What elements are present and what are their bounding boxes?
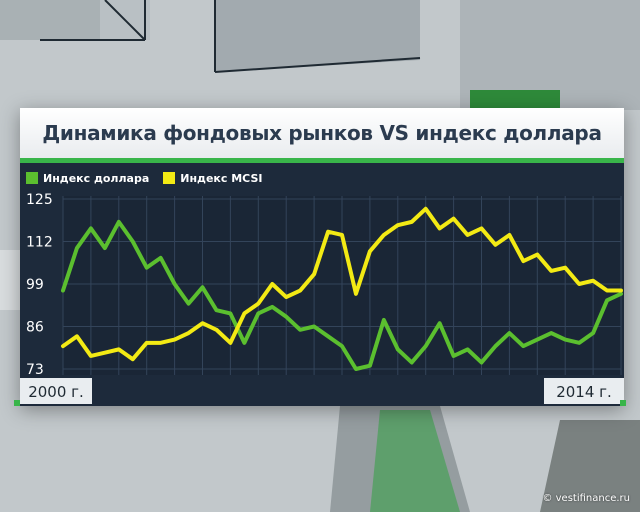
legend: Индекс доллара Индекс MCSI	[26, 169, 262, 187]
series-line-dollar-index	[61, 219, 623, 371]
y-tick-label: 73	[26, 362, 44, 378]
y-tick-label: 125	[26, 192, 53, 208]
y-tick-label: 112	[26, 235, 53, 251]
legend-label-dollar: Индекс доллара	[43, 171, 150, 185]
legend-swatch-msci	[163, 172, 176, 184]
line-chart: 125 112 99 86 73 2000 г. 2014 г.	[20, 192, 624, 404]
title-band: Динамика фондовых рынков VS индекс долла…	[20, 108, 624, 158]
legend-item-msci: Индекс MCSI	[163, 172, 262, 185]
corner-mark-right	[620, 400, 626, 406]
credit-text: © vestifinance.ru	[542, 493, 630, 504]
series-line-msci-index	[61, 206, 623, 362]
end-label: 2014 г.	[556, 383, 612, 401]
start-label-box: 2000 г.	[20, 378, 92, 404]
series-lines	[61, 206, 623, 371]
chart-panel: Динамика фондовых рынков VS индекс долла…	[20, 108, 624, 406]
legend-item-dollar: Индекс доллара	[26, 172, 149, 185]
chart-title: Динамика фондовых рынков VS индекс долла…	[42, 121, 602, 145]
y-tick-label: 86	[26, 320, 44, 336]
legend-label-msci: Индекс MCSI	[180, 171, 263, 185]
end-label-box: 2014 г.	[544, 378, 624, 404]
corner-mark-left	[14, 400, 20, 406]
accent-strip	[20, 158, 624, 163]
y-tick-labels: 125 112 99 86 73	[26, 192, 53, 378]
y-tick-label: 99	[26, 277, 44, 293]
start-label: 2000 г.	[28, 383, 84, 401]
legend-swatch-dollar	[26, 172, 38, 184]
